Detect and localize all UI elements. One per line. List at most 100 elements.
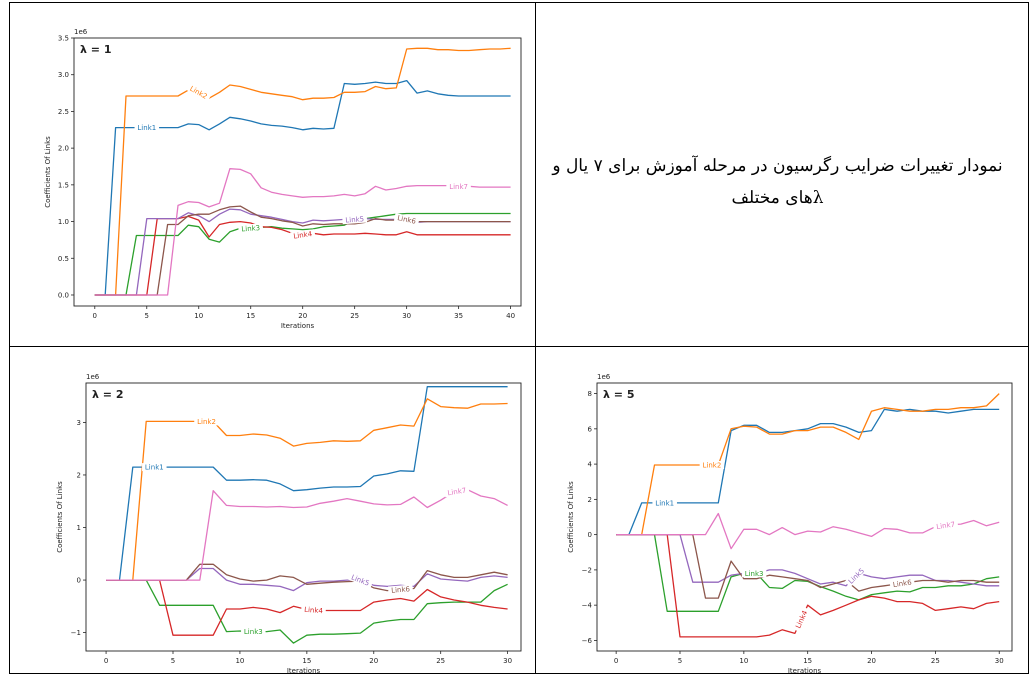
- y-axis-label: Coefficients Of Links: [56, 481, 64, 553]
- y-tick-label: 0.5: [58, 255, 69, 263]
- series-label-group: Link6: [393, 212, 420, 226]
- series-label-link2: Link2: [703, 462, 722, 470]
- x-tick-label: 25: [436, 657, 445, 665]
- plot-frame: [85, 382, 522, 652]
- series-line-link5: [616, 533, 1000, 587]
- series-label-background: [134, 123, 160, 132]
- series-label-link2: Link2: [188, 85, 208, 101]
- series-label-background: [342, 214, 368, 225]
- x-tick-label: 0: [104, 657, 108, 665]
- series-label-background: [741, 569, 767, 578]
- lambda-annotation: λ = 5: [603, 388, 635, 401]
- plot-frame: [73, 37, 522, 307]
- y-tick-label: 4: [588, 461, 593, 469]
- series-label-group: Link1: [652, 498, 677, 507]
- series-label-group: Link5: [342, 214, 368, 225]
- y-scale-label: 1e6: [86, 373, 100, 381]
- series-label-background: [393, 212, 420, 226]
- y-tick-label: 2: [77, 471, 81, 479]
- table-vertical-divider: [535, 3, 536, 673]
- y-tick-label: −4: [582, 602, 593, 610]
- y-tick-label: 6: [588, 425, 593, 433]
- series-label-background: [186, 82, 212, 102]
- series-label-background: [652, 498, 677, 507]
- x-tick-label: 20: [867, 657, 876, 665]
- series-label-group: Link6: [889, 577, 915, 589]
- x-tick-label: 10: [235, 657, 244, 665]
- series-line-link1: [94, 79, 511, 296]
- series-label-background: [699, 461, 725, 469]
- chart-lambda-2: 0 5 10 15 20 25 30 −1 0 1 2 3 Link1 Link2 Link3 Link4 Li…: [56, 373, 522, 673]
- series-label-group: Link3: [238, 223, 264, 234]
- x-axis-label: Iterations: [287, 667, 321, 673]
- series-label-link1: Link1: [145, 464, 164, 472]
- table-horizontal-divider: [10, 346, 1028, 347]
- x-tick-label: 15: [246, 312, 255, 320]
- x-tick-label: 10: [194, 312, 203, 320]
- series-label-link3: Link3: [745, 570, 764, 578]
- series-label-group: Link1: [134, 123, 160, 132]
- series-line-link6: [106, 563, 508, 592]
- y-tick-label: −6: [582, 637, 593, 645]
- series-label-link6: Link6: [391, 585, 411, 594]
- x-axis-label: Iterations: [281, 322, 315, 330]
- series-label-group: Link7: [444, 485, 470, 497]
- series-label-background: [241, 627, 266, 636]
- series-label-background: [142, 463, 167, 472]
- y-axis-label: Coefficients Of Links: [44, 136, 52, 208]
- y-scale-label: 1e6: [74, 28, 88, 36]
- series-label-background: [238, 223, 264, 234]
- series-label-background: [792, 606, 811, 633]
- series-line-link2: [94, 47, 511, 296]
- series-label-link3: Link3: [241, 224, 260, 233]
- series-label-background: [290, 229, 316, 241]
- chart-lambda-5-cell: 0 5 10 15 20 25 30 −6 −4 −2 0 2 4 6 8 Link1 Link2 Link3 Li…: [555, 363, 1020, 673]
- series-label-link1: Link1: [655, 499, 674, 507]
- x-tick-label: 30: [503, 657, 512, 665]
- series-label-link5: Link5: [847, 567, 866, 586]
- series-label-group: Link3: [241, 627, 266, 636]
- series-label-link6: Link6: [892, 578, 912, 589]
- series-label-link1: Link1: [137, 124, 156, 132]
- series-line-link2: [616, 393, 1000, 536]
- x-tick-label: 30: [402, 312, 411, 320]
- series-line-link1: [616, 408, 1000, 536]
- chart-lambda-1-cell: 0 5 10 15 20 25 30 35 40 0.0 0.5 1.0 1.5 2.0 2.5 3.0 3.5…: [24, 21, 529, 341]
- series-line-link2: [106, 398, 508, 581]
- x-axis-label: Iterations: [788, 667, 822, 673]
- y-tick-label: −1: [71, 629, 81, 637]
- series-line-link4: [94, 215, 511, 296]
- y-tick-label: 1: [77, 524, 81, 532]
- x-tick-label: 35: [454, 312, 463, 320]
- series-label-link3: Link3: [244, 628, 263, 636]
- series-label-group: Link4: [290, 229, 316, 241]
- figure-table: 0 5 10 15 20 25 30 35 40 0.0 0.5 1.0 1.5 2.0 2.5 3.0 3.5…: [9, 2, 1029, 674]
- series-label-background: [300, 605, 327, 615]
- y-tick-label: 8: [588, 390, 592, 398]
- series-label-link7: Link7: [447, 486, 467, 497]
- y-tick-label: 2: [588, 496, 592, 504]
- x-tick-label: 5: [145, 312, 149, 320]
- series-line-link3: [616, 533, 1000, 612]
- y-tick-label: 3.0: [58, 71, 69, 79]
- x-tick-label: 40: [506, 312, 515, 320]
- series-label-link7: Link7: [936, 521, 956, 532]
- y-tick-label: 3: [77, 419, 81, 427]
- chart-lambda-5: 0 5 10 15 20 25 30 −6 −4 −2 0 2 4 6 8 Link1 Link2 Link3 Li…: [567, 373, 1013, 673]
- plot-frame: [596, 382, 1013, 652]
- series-line-link1: [106, 386, 508, 581]
- x-tick-label: 20: [298, 312, 307, 320]
- figure-caption: نمودار تغییرات ضرایب رگرسیون در مرحله آم…: [552, 156, 1003, 208]
- series-label-group: Link6: [387, 584, 414, 595]
- series-label-background: [446, 182, 471, 191]
- series-line-link7: [616, 512, 1000, 550]
- x-tick-label: 5: [171, 657, 175, 665]
- chart-lambda-2-cell: 0 5 10 15 20 25 30 −1 0 1 2 3 Link1 Link2 Link3 Link4 Li…: [24, 363, 529, 673]
- series-label-link6: Link6: [397, 214, 418, 226]
- series-label-group: Link7: [932, 519, 959, 532]
- series-label-group: Link1: [142, 463, 167, 472]
- x-tick-label: 20: [369, 657, 378, 665]
- y-tick-label: 2.5: [58, 108, 69, 116]
- x-tick-label: 0: [614, 657, 618, 665]
- series-label-link4: Link4: [794, 609, 809, 630]
